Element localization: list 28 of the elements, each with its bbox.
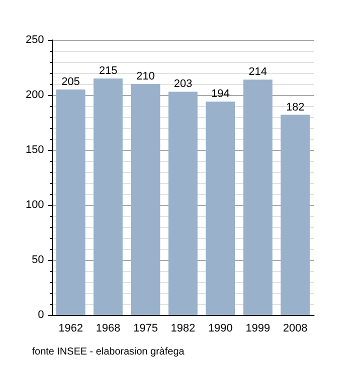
data-label: 210 bbox=[136, 70, 155, 82]
y-tick-label: 0 bbox=[38, 309, 44, 321]
bar bbox=[94, 78, 123, 315]
bar bbox=[56, 90, 86, 315]
x-tick-label: 1968 bbox=[96, 322, 120, 334]
bar bbox=[168, 92, 198, 315]
data-label: 205 bbox=[62, 76, 80, 88]
y-tick-label: 250 bbox=[26, 34, 44, 46]
bar bbox=[280, 114, 310, 315]
y-tick-label: 150 bbox=[26, 144, 44, 156]
x-tick-label: 2008 bbox=[283, 322, 308, 334]
y-tick-label: 50 bbox=[32, 254, 44, 266]
y-tick-label: 100 bbox=[26, 199, 44, 211]
x-tick-label: 1982 bbox=[170, 322, 196, 334]
bar bbox=[243, 80, 272, 315]
bar bbox=[130, 84, 160, 315]
x-tick-label: 1999 bbox=[246, 322, 270, 334]
x-tick-label: 1990 bbox=[208, 322, 233, 334]
x-tick-label: 1975 bbox=[133, 322, 158, 334]
bar bbox=[206, 102, 236, 315]
data-label: 214 bbox=[248, 66, 268, 78]
data-label: 203 bbox=[174, 78, 192, 90]
source-note: fonte INSEE - elaborasion gràfega bbox=[32, 346, 185, 358]
data-label: 215 bbox=[98, 65, 118, 77]
data-label: 194 bbox=[211, 88, 230, 100]
x-tick-label: 1962 bbox=[58, 322, 83, 334]
y-tick-label: 200 bbox=[26, 89, 44, 101]
data-label: 182 bbox=[286, 101, 304, 114]
